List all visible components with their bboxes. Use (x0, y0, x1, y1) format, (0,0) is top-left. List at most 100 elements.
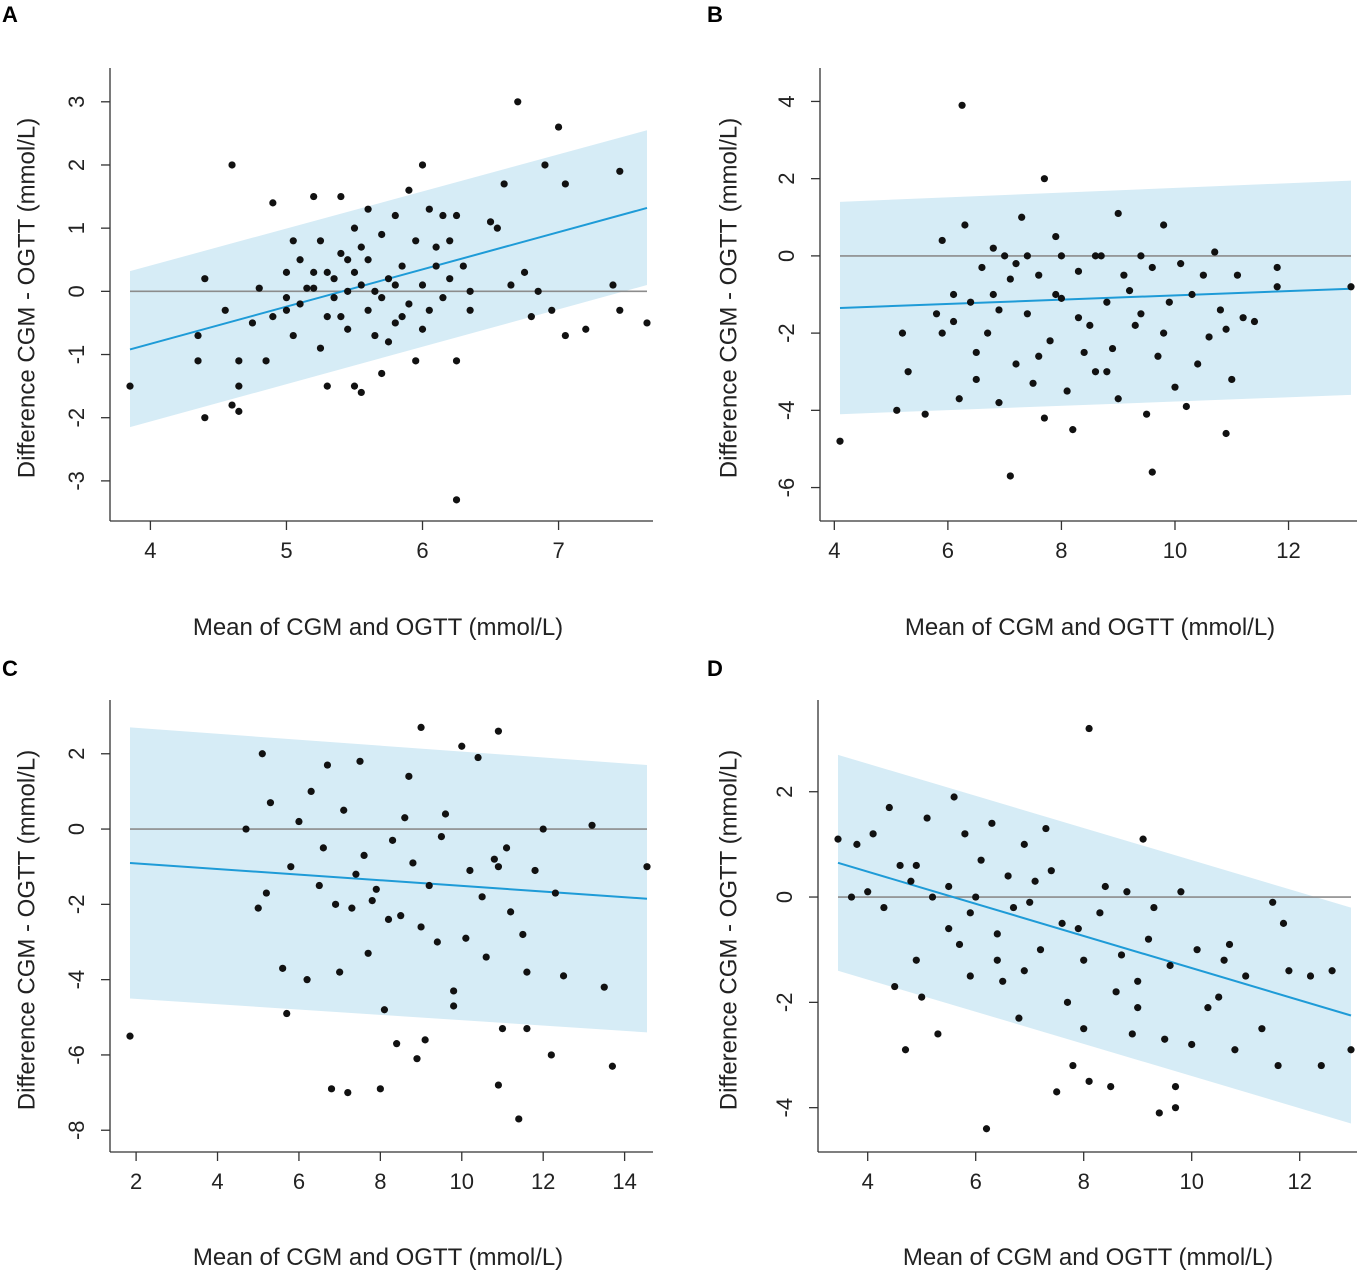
data-point (588, 821, 596, 829)
y-tick-label: -2 (64, 895, 89, 915)
data-point (1112, 988, 1120, 996)
data-point (258, 750, 266, 758)
data-point (417, 723, 425, 732)
data-point (896, 861, 904, 870)
y-tick-label: -3 (64, 471, 89, 491)
data-point (949, 317, 958, 326)
y-tick-label: -4 (772, 1098, 797, 1118)
data-point (1091, 252, 1100, 260)
data-point (1233, 271, 1242, 279)
data-point (901, 1046, 910, 1054)
data-point (269, 313, 277, 321)
x-tick-label: 6 (293, 1169, 305, 1194)
data-point (1114, 395, 1122, 403)
data-point (494, 727, 503, 735)
data-point (1085, 724, 1093, 733)
data-point (357, 243, 365, 251)
data-point (643, 863, 651, 871)
y-tick-label: -6 (774, 478, 799, 498)
data-point (993, 956, 1001, 964)
data-point (269, 199, 277, 207)
data-point (413, 1055, 421, 1063)
data-point (982, 1125, 991, 1133)
data-point (1182, 402, 1190, 411)
data-point (378, 230, 386, 239)
data-point (864, 888, 872, 896)
data-point (494, 863, 503, 871)
data-point (966, 972, 974, 980)
data-point (474, 753, 482, 762)
data-point (1242, 972, 1250, 980)
data-point (384, 275, 393, 283)
data-point (904, 368, 912, 376)
x-axis-title: Mean of CGM and OGTT (mmol/L) (193, 1244, 563, 1270)
data-point (315, 881, 323, 890)
data-point (337, 249, 345, 258)
data-point (452, 211, 461, 220)
x-tick-label: 12 (1276, 538, 1300, 563)
data-point (388, 836, 397, 844)
data-point (1239, 314, 1247, 322)
data-point (1347, 1046, 1355, 1054)
y-tick-label: -8 (64, 1120, 89, 1140)
data-point (1274, 1061, 1282, 1070)
data-point (1114, 209, 1122, 218)
data-point (989, 244, 997, 252)
data-point (918, 993, 926, 1001)
data-point (432, 243, 440, 251)
data-point (515, 1115, 523, 1123)
y-axis-title: Difference CGM - OGTT (mmol/L) (13, 750, 40, 1111)
data-point (409, 859, 417, 867)
data-point (398, 262, 406, 270)
data-point (523, 1024, 531, 1033)
data-point (1080, 1025, 1088, 1033)
data-point (1285, 967, 1293, 975)
x-tick-label: 10 (1163, 538, 1187, 563)
data-point (446, 237, 454, 245)
data-point (459, 262, 467, 270)
data-point (978, 263, 986, 272)
data-point (1063, 387, 1071, 395)
panel-letter-b: B (707, 2, 723, 27)
data-point (1057, 294, 1066, 302)
data-point (600, 983, 608, 991)
data-point (608, 1062, 616, 1070)
data-point (1150, 903, 1158, 912)
data-point (330, 275, 338, 283)
data-point (344, 325, 352, 333)
data-point (1107, 1083, 1115, 1091)
x-tick-label: 8 (1078, 1169, 1090, 1194)
data-point (486, 218, 495, 226)
data-point (1042, 824, 1050, 833)
data-point (1171, 1083, 1180, 1091)
data-point (1134, 977, 1142, 985)
data-point (323, 313, 331, 321)
data-point (350, 268, 359, 276)
y-axis-title: Difference CGM - OGTT (mmol/L) (715, 118, 742, 479)
data-point (235, 382, 243, 390)
data-point (921, 410, 929, 418)
data-point (352, 870, 360, 878)
data-point (1171, 1104, 1180, 1112)
data-point (559, 972, 568, 980)
data-point (972, 893, 980, 901)
data-point (1139, 835, 1147, 843)
data-point (519, 930, 527, 939)
data-point (262, 889, 270, 897)
data-point (1148, 263, 1156, 272)
data-point (466, 866, 474, 875)
data-point (938, 329, 946, 337)
data-point (1216, 306, 1225, 314)
data-point (350, 224, 359, 232)
data-point (194, 331, 202, 340)
data-point (1199, 271, 1207, 279)
data-point (289, 237, 297, 245)
data-point (1006, 472, 1014, 480)
data-point (364, 306, 372, 314)
data-point (551, 889, 560, 897)
y-tick-label: -4 (64, 970, 89, 990)
data-point (1108, 344, 1117, 353)
data-point (462, 934, 470, 942)
data-point (330, 294, 338, 302)
